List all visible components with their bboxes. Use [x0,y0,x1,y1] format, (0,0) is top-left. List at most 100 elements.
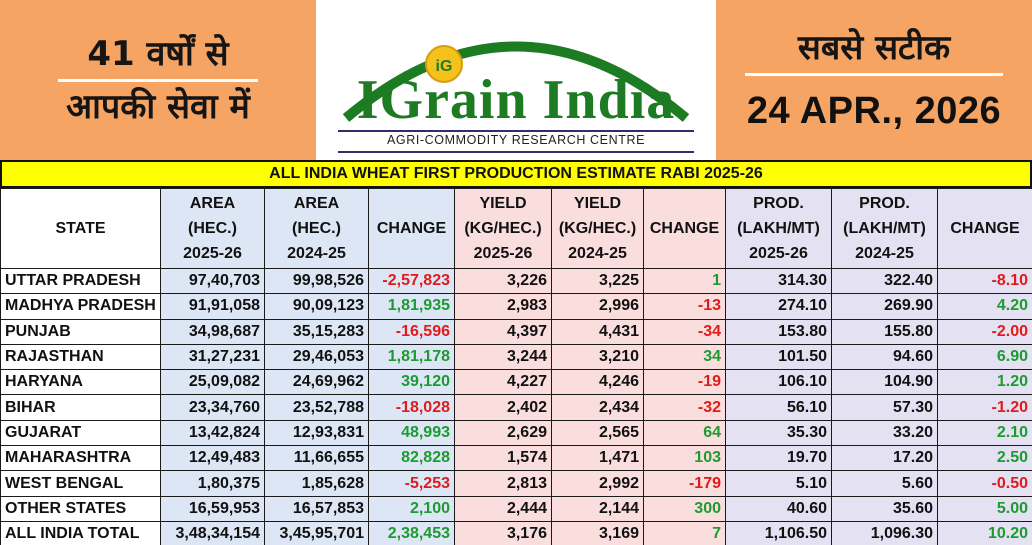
col-area-change: CHANGE [368,188,455,269]
yield-2024: 4,431 [551,318,644,345]
area-2025: 23,34,760 [160,394,265,421]
state-name: OTHER STATES [0,495,161,522]
logo: iG IGrain India AGRI-COMMODITY RESEARCH … [316,0,716,160]
prod-change: -0.50 [937,470,1032,497]
yield-2025: 2,983 [454,293,552,320]
area-change: -5,253 [368,470,455,497]
prod-2024: 155.80 [831,318,938,345]
yield-2025: 1,574 [454,445,552,472]
yield-2025: 3,226 [454,267,552,295]
table-title: ALL INDIA WHEAT FIRST PRODUCTION ESTIMAT… [0,160,1032,188]
prod-2024: 94.60 [831,343,938,371]
prod-2024: 104.90 [831,369,938,396]
prod-2024: 57.30 [831,394,938,421]
prod-2025: 56.10 [725,394,832,421]
area-2025: 12,49,483 [160,445,265,472]
prod-2024: 322.40 [831,267,938,295]
logo-arc-green [342,41,690,122]
prod-2024: 17.20 [831,445,938,472]
divider [58,78,258,82]
area-change: -2,57,823 [368,267,455,295]
prod-change: -2.00 [937,318,1032,345]
prod-change: -8.10 [937,267,1032,295]
state-name: MAHARASHTRA [0,445,161,472]
table-row: UTTAR PRADESH 97,40,703 99,98,526 -2,57,823… [0,267,1032,295]
yield-change: 34 [643,343,726,371]
header-right-panel: सबसे सटीक 24 APR., 2026 [716,0,1032,160]
yield-2025: 3,176 [454,520,552,545]
area-change: 1,81,935 [368,293,455,320]
table-row: PUNJAB 34,98,687 35,15,283 -16,596 4,397 4,43… [0,318,1032,345]
area-2025: 3,48,34,154 [160,520,265,545]
yield-change: -32 [643,394,726,421]
header-row: STATE AREA (HEC.) 2025-26 AREA (HEC.) 2024-2… [0,188,1032,269]
table-row: HARYANA 25,09,082 24,69,962 39,120 4,227 4,24… [0,369,1032,396]
tagline-service: आपकी सेवा में [66,86,250,127]
table-row: BIHAR 23,34,760 23,52,788 -18,028 2,402 2,434… [0,394,1032,421]
area-2025: 16,59,953 [160,495,265,522]
area-2024: 3,45,95,701 [264,520,369,545]
tagline-years: 41 वर्षों से [87,33,229,74]
area-change: 82,828 [368,445,455,472]
yield-2024: 3,210 [551,343,644,371]
yield-change: -13 [643,293,726,320]
col-yield-change: CHANGE [643,188,726,269]
col-yield-2024: YIELD (KG/HEC.) 2024-25 [551,188,644,269]
yield-change: 1 [643,267,726,295]
yield-2024: 2,144 [551,495,644,522]
area-change: 48,993 [368,419,455,447]
yield-2025: 2,813 [454,470,552,497]
area-change: -18,028 [368,394,455,421]
prod-2025: 35.30 [725,419,832,447]
yield-change: 64 [643,419,726,447]
yield-change: -19 [643,369,726,396]
table-row: WEST BENGAL 1,80,375 1,85,628 -5,253 2,813 2,… [0,470,1032,497]
yield-2024: 3,169 [551,520,644,545]
prod-2025: 5.10 [725,470,832,497]
prod-2024: 35.60 [831,495,938,522]
state-name: HARYANA [0,369,161,396]
prod-2025: 1,106.50 [725,520,832,545]
col-prod-change: CHANGE [937,188,1032,269]
yield-change: 103 [643,445,726,472]
yield-2024: 2,565 [551,419,644,447]
area-2025: 13,42,824 [160,419,265,447]
area-2025: 1,80,375 [160,470,265,497]
area-2024: 90,09,123 [264,293,369,320]
header: 41 वर्षों से आपकी सेवा में iG IGrain Ind… [0,0,1032,160]
area-change: 39,120 [368,369,455,396]
area-2024: 35,15,283 [264,318,369,345]
area-change: 2,100 [368,495,455,522]
yield-2025: 4,397 [454,318,552,345]
prod-change: 2.50 [937,445,1032,472]
yield-2024: 2,992 [551,470,644,497]
prod-2025: 274.10 [725,293,832,320]
area-2024: 1,85,628 [264,470,369,497]
yield-2024: 3,225 [551,267,644,295]
logo-graphic: iG [342,41,690,122]
state-name: GUJARAT [0,419,161,447]
prod-2025: 40.60 [725,495,832,522]
prod-change: 1.20 [937,369,1032,396]
yield-2025: 3,244 [454,343,552,371]
yield-change: -179 [643,470,726,497]
area-2025: 97,40,703 [160,267,265,295]
prod-change: 5.00 [937,495,1032,522]
area-2024: 16,57,853 [264,495,369,522]
area-2024: 99,98,526 [264,267,369,295]
prod-2025: 106.10 [725,369,832,396]
yield-2024: 4,246 [551,369,644,396]
area-2024: 24,69,962 [264,369,369,396]
area-2025: 25,09,082 [160,369,265,396]
area-change: 2,38,453 [368,520,455,545]
logo-name: IGrain India [356,69,676,131]
area-2024: 11,66,655 [264,445,369,472]
prod-change: -1.20 [937,394,1032,421]
area-2024: 29,46,053 [264,343,369,371]
yield-2025: 4,227 [454,369,552,396]
col-prod-2024: PROD. (LAKH/MT) 2024-25 [831,188,938,269]
prod-change: 6.90 [937,343,1032,371]
prod-2024: 269.90 [831,293,938,320]
report-date: 24 APR., 2026 [746,90,1002,132]
prod-2025: 101.50 [725,343,832,371]
